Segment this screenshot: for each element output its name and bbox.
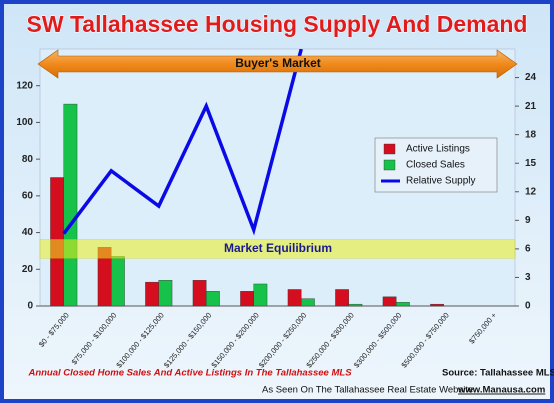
y2-tick-label: 9	[525, 215, 531, 226]
legend-swatch	[383, 143, 396, 155]
bar	[301, 298, 315, 307]
y-tick-label: 120	[16, 80, 33, 91]
y2-tick-label: 15	[525, 158, 537, 169]
bar	[430, 303, 444, 307]
y2-tick-label: 0	[525, 301, 531, 312]
y2-tick-label: 18	[525, 129, 537, 140]
legend-label: Active Listings	[406, 144, 470, 155]
bar	[335, 289, 349, 307]
bar	[396, 302, 410, 307]
bar	[192, 280, 207, 307]
y2-tick-label: 21	[525, 101, 537, 112]
y2-tick-label: 12	[525, 186, 537, 197]
bar	[158, 280, 173, 307]
bar	[63, 103, 78, 307]
y-tick-label: 100	[16, 117, 33, 128]
legend-label: Relative Supply	[406, 176, 475, 187]
y2-tick-label: 3	[525, 272, 531, 283]
caption: Annual Closed Home Sales And Active List…	[27, 368, 352, 379]
line-layer	[62, 49, 303, 236]
buyers-arrow	[37, 49, 518, 79]
buyers-label: Buyer's Market	[235, 56, 321, 70]
y-tick-label: 80	[22, 154, 34, 165]
bar	[382, 296, 397, 307]
y-tick-label: 40	[22, 227, 34, 238]
y2-tick-label: 24	[525, 72, 537, 83]
supply-line	[62, 49, 303, 236]
bar	[145, 281, 159, 307]
source: Source: Tallahassee MLS	[442, 368, 554, 379]
legend-swatch	[383, 159, 396, 171]
bar	[348, 303, 363, 307]
equilibrium-label: Market Equilibrium	[224, 241, 332, 255]
seen-on: As Seen On The Tallahassee Real Estate W…	[262, 385, 473, 396]
website: www.Manausa.com	[457, 385, 545, 396]
bar	[287, 289, 302, 307]
y-tick-label: 60	[22, 190, 34, 201]
legend-box	[374, 137, 498, 193]
legend-label: Closed Sales	[406, 160, 465, 171]
bar	[111, 256, 125, 307]
bar	[240, 291, 254, 307]
bar	[253, 283, 268, 307]
y-tick-label: 20	[22, 264, 34, 275]
bar	[206, 291, 220, 307]
y2-tick-label: 6	[525, 244, 531, 255]
y-tick-label: 0	[27, 301, 33, 312]
chart-title: SW Tallahassee Housing Supply And Demand	[27, 11, 528, 37]
equilibrium-band	[39, 239, 516, 259]
